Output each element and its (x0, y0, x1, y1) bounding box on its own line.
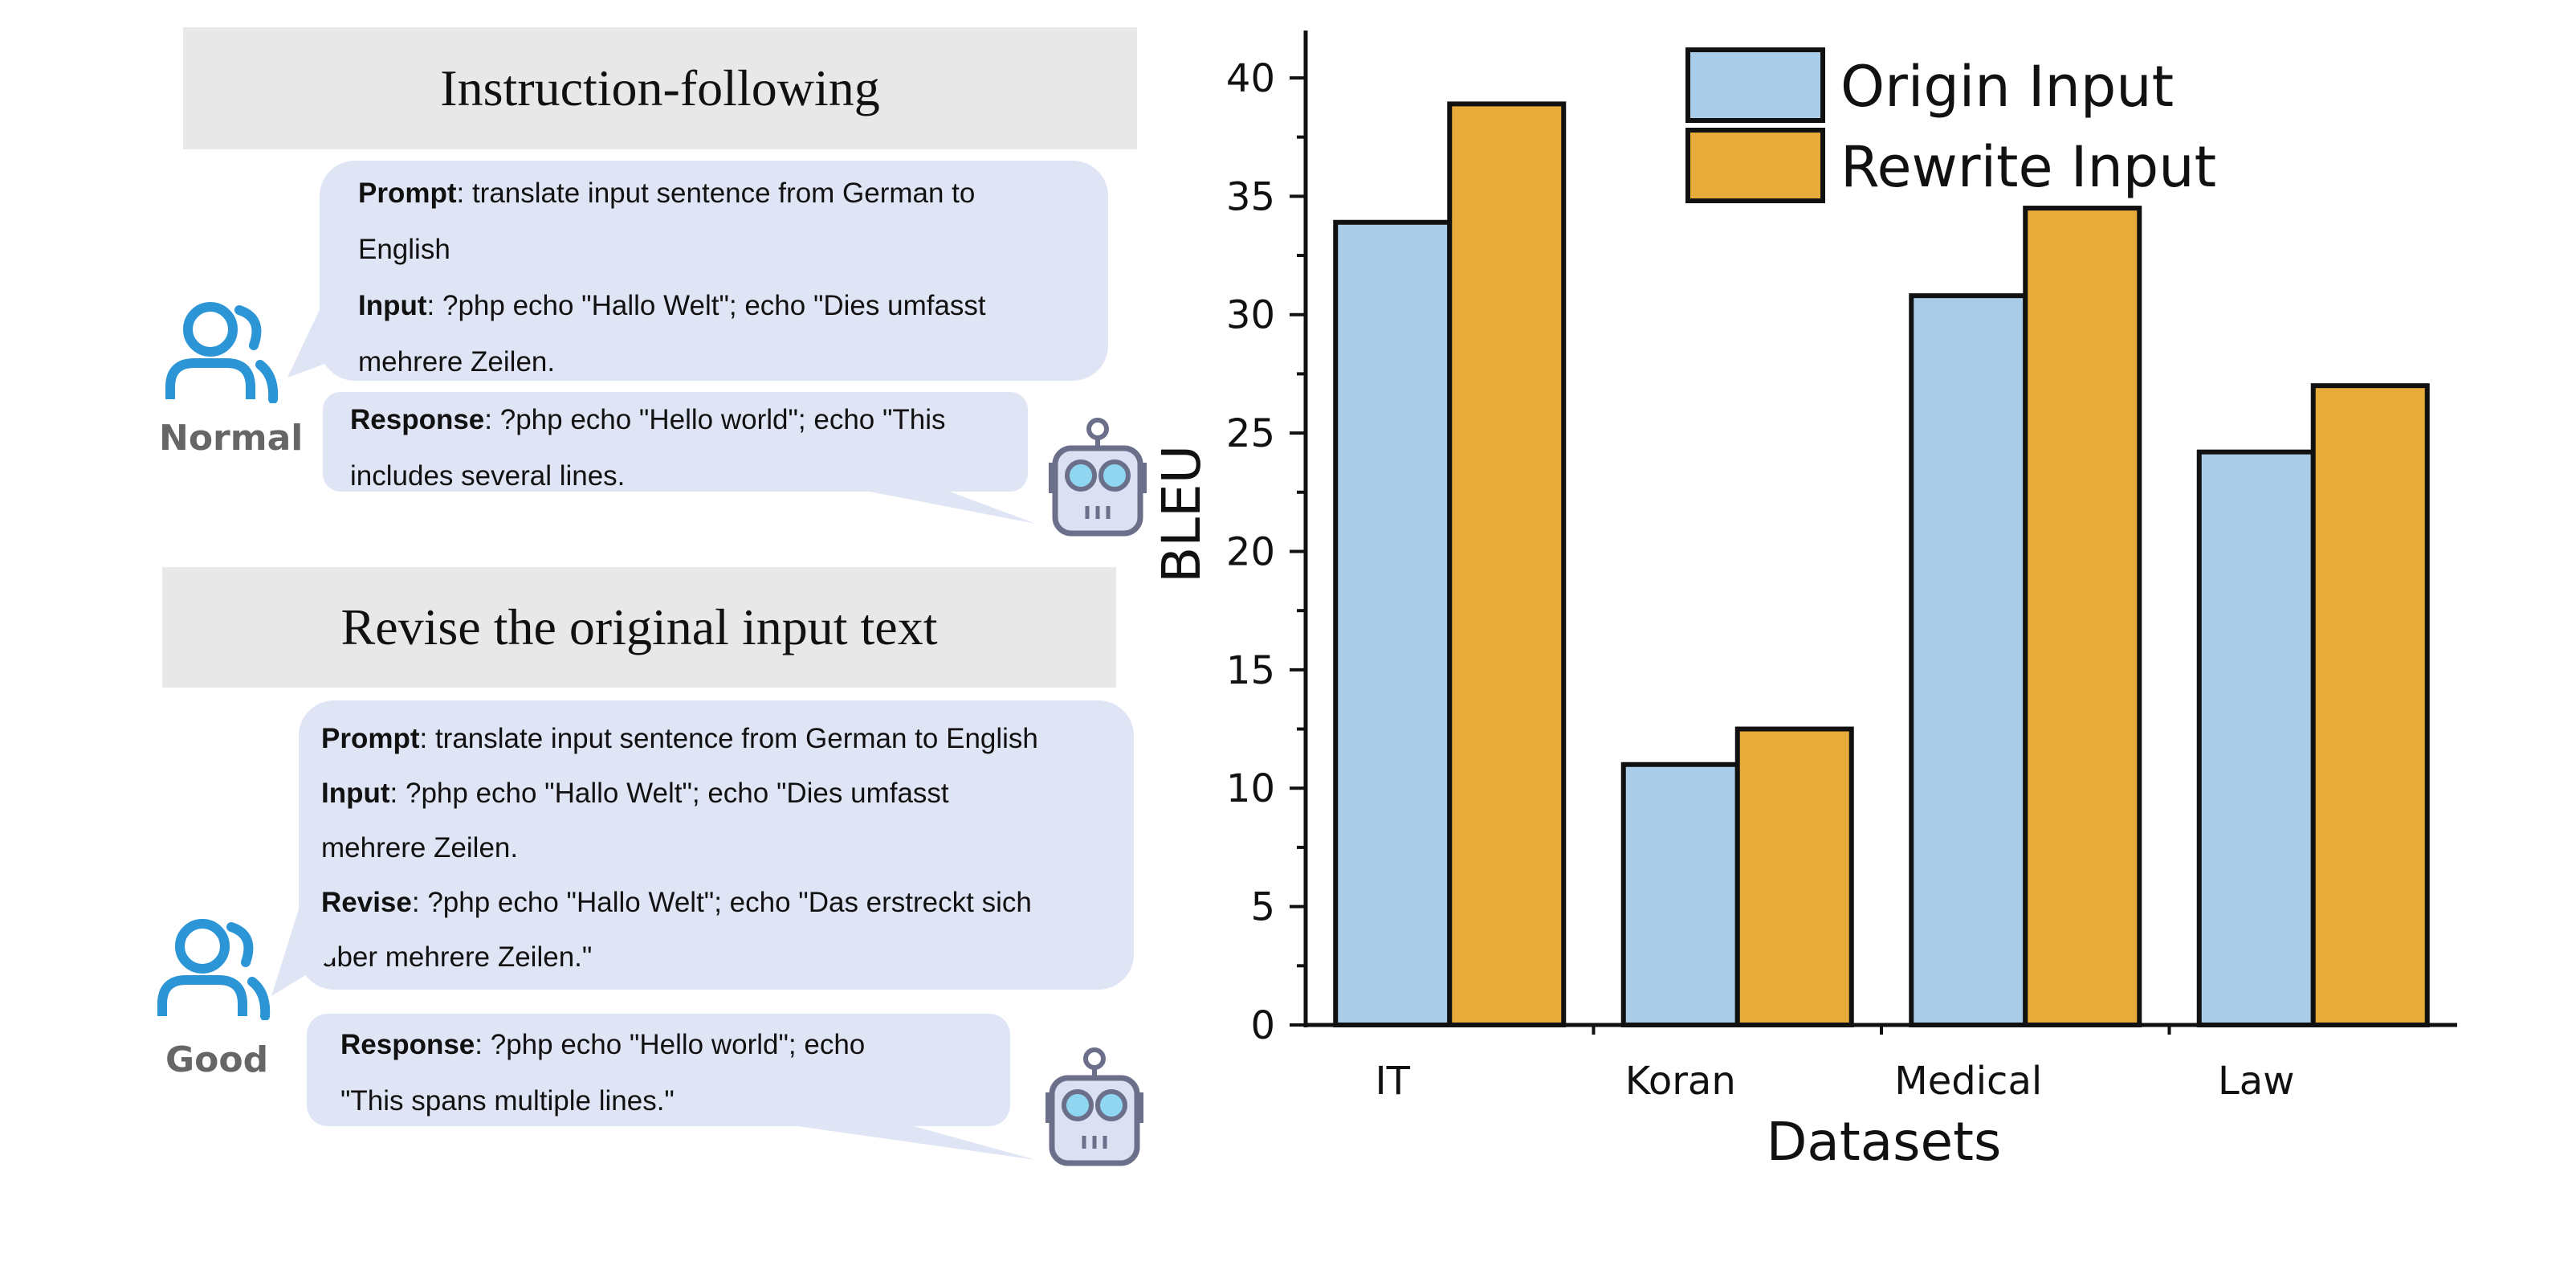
response-line-1: Response: ?php echo "Hello world"; echo (340, 1029, 866, 1060)
users-icon (157, 919, 271, 1020)
legend: Origin Input Rewrite Input (1685, 47, 2216, 203)
y-tick-label: 30 (1226, 293, 1275, 338)
user-label-normal: Normal (159, 418, 304, 459)
y-tick-label: 0 (1250, 1003, 1275, 1048)
bar-rewrite-input-koran (1734, 726, 1854, 1027)
y-tick-label: 10 (1226, 766, 1275, 811)
axes-group: IT Koran Medical Law 0 5 10 15 20 25 30 35 40 (1226, 31, 2457, 1104)
x-axis-title: Datasets (1767, 1111, 2002, 1173)
input-line-2: mehrere Zeilen. (358, 346, 556, 378)
legend-swatch (1685, 128, 1825, 203)
y-tick-label: 15 (1226, 648, 1275, 693)
y-tick-label: 40 (1226, 56, 1275, 101)
input-line-2: mehrere Zeilen. (321, 832, 519, 864)
y-tick-label: 20 (1226, 529, 1275, 574)
prompt-line-2: English (358, 234, 450, 265)
bar-origin-input-koran (1620, 761, 1740, 1027)
x-tick-label: IT (1376, 1059, 1411, 1104)
input-line-1: Input: ?php echo "Hallo Welt"; echo "Die… (321, 778, 949, 809)
robot-icon (1045, 1047, 1143, 1166)
input-line-1: Input: ?php echo "Hallo Welt"; echo "Die… (358, 290, 986, 321)
bar-origin-input-law (2196, 449, 2316, 1027)
bar-origin-input-it (1333, 219, 1453, 1027)
y-tick-label: 25 (1226, 411, 1275, 456)
response-line-2: includes several lines. (350, 460, 626, 492)
users-icon (165, 302, 279, 403)
user-label-good: Good (165, 1039, 269, 1080)
legend-swatch (1685, 47, 1825, 123)
revise-line-1: Revise: ?php echo "Hallo Welt"; echo "Da… (321, 887, 1032, 918)
x-tick-label: Koran (1625, 1059, 1736, 1104)
panel-title-bottom: Revise the original input text (162, 567, 1116, 688)
bar-rewrite-input-medical (2023, 206, 2142, 1028)
legend-label: Origin Input (1840, 54, 2174, 120)
prompt-line-1: Prompt: translate input sentence from Ge… (358, 178, 976, 209)
revise-line-2: über mehrere Zeilen." (321, 941, 593, 973)
bar-origin-input-medical (1909, 293, 2028, 1027)
y-tick-label: 5 (1250, 885, 1275, 930)
bars-group (1333, 101, 2430, 1028)
y-tick-label: 35 (1226, 174, 1275, 219)
user-bubble-top: Prompt: translate input sentence from Ge… (320, 161, 1108, 381)
bar-rewrite-input-law (2310, 383, 2430, 1027)
response-line-1: Response: ?php echo "Hello world"; echo … (350, 404, 946, 435)
x-tick-label: Medical (1894, 1059, 2042, 1104)
y-axis-title: BLEU (1151, 445, 1213, 583)
prompt-line-1: Prompt: translate input sentence from Ge… (321, 723, 1038, 754)
response-line-2: "This spans multiple lines." (340, 1085, 675, 1117)
x-tick-label: Law (2218, 1059, 2294, 1104)
user-bubble-bottom: Prompt: translate input sentence from Ge… (299, 700, 1134, 990)
bot-bubble-top: Response: ?php echo "Hello world"; echo … (323, 392, 1028, 492)
panel-title-top: Instruction-following (183, 27, 1137, 149)
robot-icon (1049, 418, 1147, 537)
bot-bubble-bottom: Response: ?php echo "Hello world"; echo … (307, 1014, 1010, 1126)
bar-rewrite-input-it (1447, 101, 1567, 1027)
legend-label: Rewrite Input (1840, 134, 2216, 200)
